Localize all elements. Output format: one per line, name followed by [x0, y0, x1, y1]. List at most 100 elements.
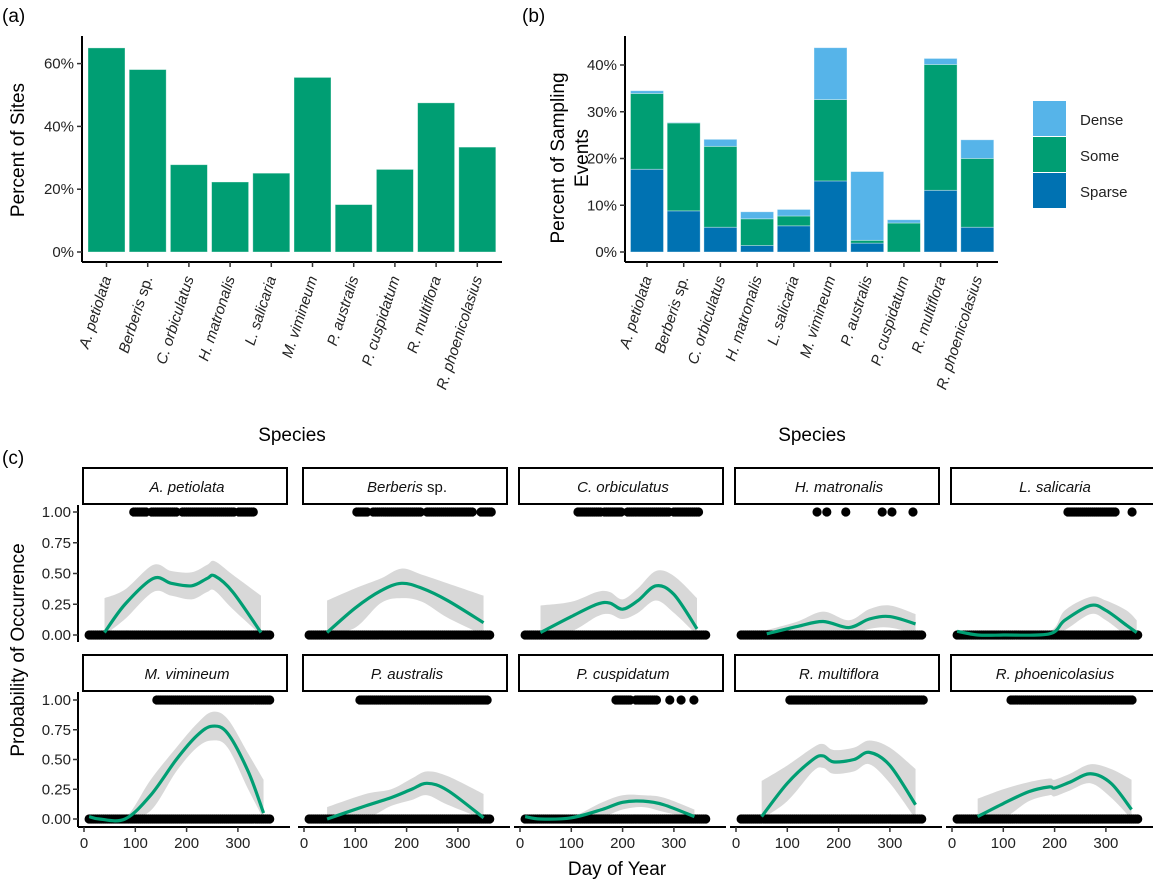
y-tick-label: 20%: [44, 181, 74, 198]
x-tick-label: 300: [225, 835, 250, 852]
panel-c-xlabel: Day of Year: [568, 859, 667, 880]
x-tick-label: 200: [826, 835, 851, 852]
y-tick-label: 0%: [52, 244, 74, 261]
bar: [375, 169, 414, 253]
species-name: A. petiolata: [616, 274, 656, 352]
species-name: P. cuspidatum: [576, 666, 669, 683]
y-tick-label: 40%: [587, 57, 617, 74]
bar-segment-dense: [740, 211, 774, 220]
confidence-ribbon: [766, 605, 916, 636]
bar: [334, 204, 373, 253]
species-suffix: sp.: [423, 479, 447, 496]
species-name: M. vimineum: [279, 274, 321, 360]
presence-point: [908, 507, 918, 517]
facet-title: R. phoenicolasius: [996, 666, 1115, 683]
x-tick-label: L. salicaria: [764, 274, 802, 347]
presence-point: [486, 507, 496, 517]
species-name: P. cuspidatum: [868, 274, 913, 368]
species-name: P. cuspidatum: [359, 274, 404, 368]
x-tick-label: 0: [300, 835, 308, 852]
species-name: M. vimineum: [144, 666, 229, 683]
species-suffix: sp.: [669, 274, 693, 302]
presence-point: [822, 507, 832, 517]
y-tick-label: 0.50: [42, 752, 71, 769]
x-tick-label: 100: [559, 835, 584, 852]
presence-point: [1127, 695, 1137, 705]
x-tick-label: L. salicaria: [242, 274, 280, 347]
smooth-curve: [976, 772, 1133, 819]
presence-point: [415, 507, 426, 517]
confidence-ribbon: [540, 570, 697, 635]
x-tick-label: Berberis sp.: [116, 274, 157, 355]
bar-segment-sparse: [703, 226, 738, 253]
x-tick-label: H. matronalis: [195, 274, 239, 364]
bar: [211, 181, 250, 253]
bar-segment-sparse: [960, 226, 995, 253]
presence-point: [467, 507, 477, 517]
x-tick-label: C. orbiculatus: [685, 274, 730, 367]
bar-segment-dense: [813, 47, 848, 100]
species-name: C. orbiculatus: [685, 274, 730, 367]
presence-point: [693, 507, 704, 517]
species-name: L. salicaria: [1019, 479, 1091, 496]
x-tick-label: M. vimineum: [797, 274, 839, 360]
confidence-ribbon: [977, 764, 1132, 820]
y-tick-label: 0.25: [42, 596, 71, 613]
absence-point: [265, 630, 275, 640]
smooth-curve: [524, 799, 695, 821]
facet-title: R. multiflora: [799, 666, 879, 683]
facet-strip: [518, 654, 724, 692]
legend-label: Sparse: [1080, 184, 1128, 201]
species-name: L. salicaria: [764, 274, 802, 347]
bar-segment-some: [776, 215, 811, 227]
x-tick-label: A. petiolata: [616, 274, 656, 352]
x-tick-label: 200: [1042, 835, 1067, 852]
species-name: A. petiolata: [148, 479, 224, 496]
x-tick-label: 0: [732, 835, 740, 852]
confidence-ribbon: [957, 596, 1137, 637]
bar-segment-some: [813, 99, 848, 182]
x-tick-label: 300: [661, 835, 686, 852]
facet-strip: [518, 467, 724, 505]
panel-a-ylabel: Percent of Sites: [8, 83, 29, 217]
presence-point: [1110, 507, 1120, 517]
facet-title: C. orbiculatus: [577, 479, 669, 496]
facet-strip: [734, 654, 940, 692]
confidence-ribbon: [89, 711, 264, 821]
panel-a-label: (a): [2, 6, 25, 27]
bar-segment-dense: [923, 58, 958, 65]
legend-key-dense: [1033, 101, 1066, 136]
x-tick-label: 200: [174, 835, 199, 852]
presence-point: [1127, 507, 1137, 517]
y-tick-label: 0.75: [42, 722, 71, 739]
x-tick-label: H. matronalis: [722, 274, 766, 364]
panel-c-facet-grid: A. petiolata 0.00 0.25 0.50 0.75 1.00 Berberis…: [42, 467, 1153, 852]
presence-point: [616, 507, 626, 517]
bar-segment-dense: [630, 90, 664, 94]
y-tick-label: 40%: [44, 118, 74, 135]
legend-key-sparse: [1033, 173, 1066, 208]
panel-b-xlabel: Species: [778, 425, 846, 446]
presence-point: [651, 695, 662, 705]
species-name: Berberis: [116, 297, 150, 356]
bar-segment-some: [850, 239, 885, 244]
species-name: H. matronalis: [722, 274, 766, 364]
facet-strip: [950, 467, 1153, 505]
x-tick-label: 100: [775, 835, 800, 852]
bar-segment-sparse: [740, 245, 774, 253]
facet-title: M. vimineum: [144, 666, 229, 683]
x-tick-label: 300: [877, 835, 902, 852]
legend-label: Dense: [1080, 112, 1123, 129]
facet-strip: [82, 467, 288, 505]
bar: [87, 47, 126, 253]
legend-key-some: [1033, 137, 1066, 172]
facet-title: L. salicaria: [1019, 479, 1091, 496]
bar: [252, 172, 291, 253]
x-tick-label: 0: [516, 835, 524, 852]
facet-title: Berberis sp.: [367, 479, 447, 496]
y-tick-label: 0.75: [42, 535, 71, 552]
smooth-curve: [956, 603, 1138, 637]
x-tick-label: P. cuspidatum: [359, 274, 404, 368]
presence-point: [482, 695, 492, 705]
absence-point: [485, 814, 495, 824]
